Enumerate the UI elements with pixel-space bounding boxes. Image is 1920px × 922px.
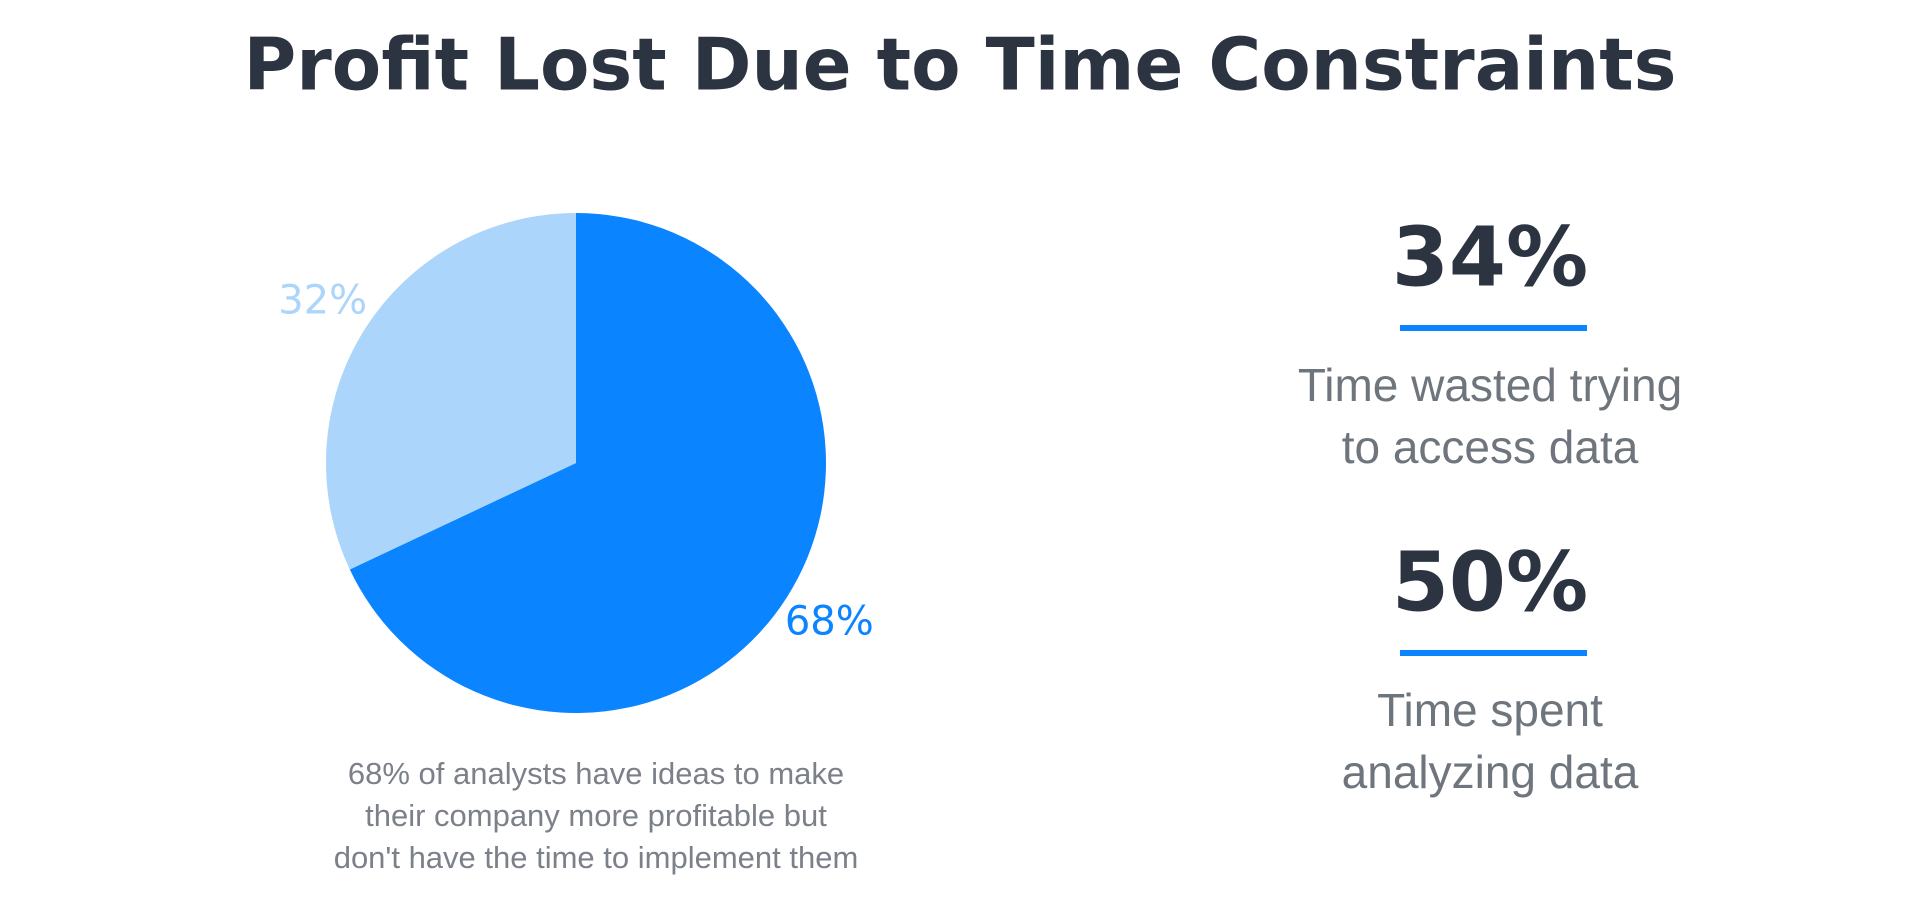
caption-line: their company more profitable but	[365, 798, 827, 833]
pie-slice	[349, 213, 826, 713]
stat-figure: 50%	[1392, 535, 1588, 630]
stat-text: to access data	[1342, 421, 1639, 473]
slice-label: 68%	[785, 599, 874, 645]
stat-underline	[1400, 325, 1587, 331]
stat-text: Time spent	[1377, 684, 1603, 736]
caption-line: don't have the time to implement them	[334, 840, 859, 875]
stat-underline	[1400, 650, 1587, 656]
stat-text: Time wasted trying	[1298, 359, 1682, 411]
caption-line: 68% of analysts have ideas to make	[348, 756, 844, 791]
stat-text: analyzing data	[1342, 746, 1639, 798]
stat-figure: 34%	[1392, 210, 1588, 305]
chart-title: Profit Lost Due to Time Constraints	[243, 23, 1676, 107]
pie-slice	[326, 213, 576, 570]
slice-label: 32%	[278, 277, 367, 323]
